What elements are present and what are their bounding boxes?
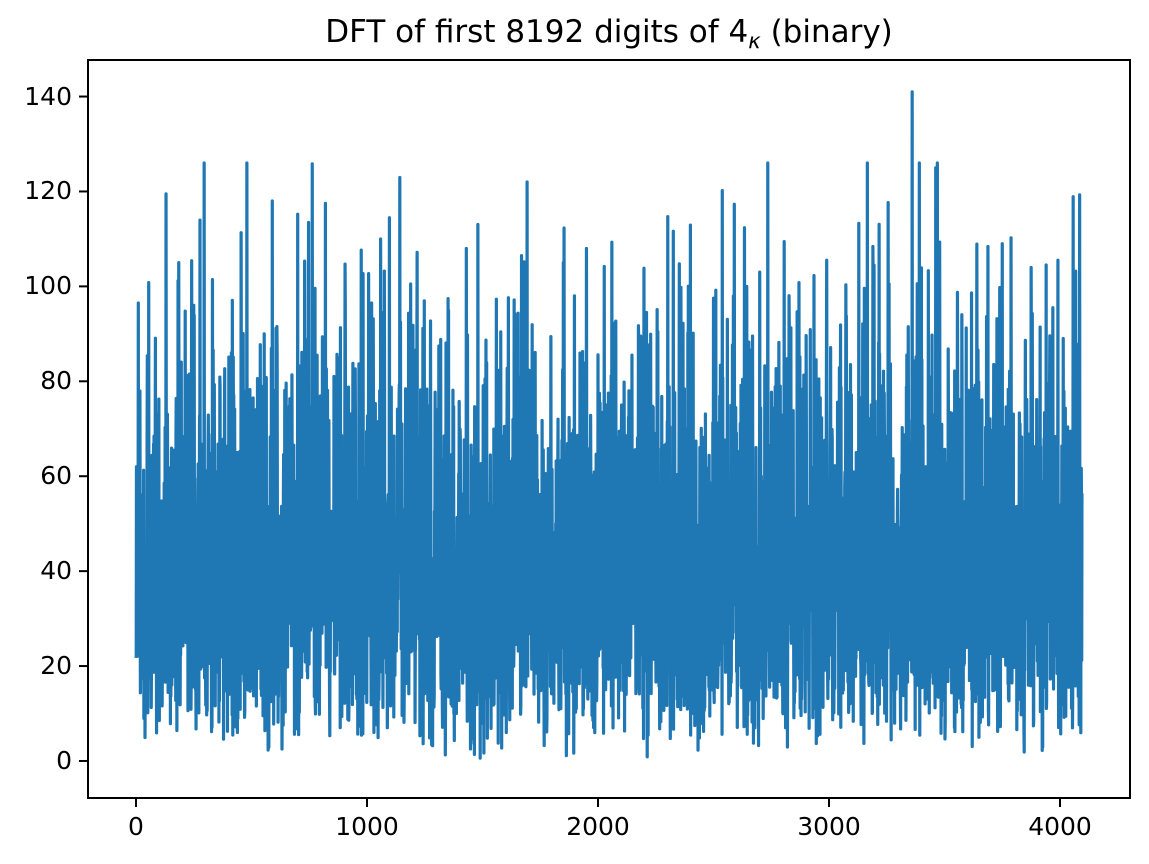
x-tick-label: 4000 bbox=[1028, 812, 1092, 841]
y-tick-label: 120 bbox=[24, 176, 72, 206]
chart-title-suffix: (binary) bbox=[760, 14, 893, 50]
x-tick-label: 2000 bbox=[566, 812, 630, 841]
chart-title-subscript-kappa: κ bbox=[748, 27, 761, 53]
axes-frame bbox=[87, 59, 1131, 799]
x-tick-label: 3000 bbox=[797, 812, 861, 841]
chart-title-prefix: DFT of first 8192 digits of 4 bbox=[325, 14, 749, 50]
y-tick-label: 40 bbox=[40, 556, 72, 586]
y-tick-label: 20 bbox=[40, 651, 72, 681]
x-tick-label: 0 bbox=[128, 812, 144, 841]
y-tick-label: 0 bbox=[56, 745, 72, 775]
chart-title: DFT of first 8192 digits of 4κ (binary) bbox=[325, 13, 893, 60]
y-tick-label: 80 bbox=[40, 366, 72, 396]
x-tick-label: 1000 bbox=[335, 812, 399, 841]
y-tick-label: 100 bbox=[24, 271, 72, 301]
y-tick-label: 60 bbox=[40, 461, 72, 491]
dft-magnitude-line bbox=[134, 90, 1084, 760]
y-tick-label: 140 bbox=[24, 81, 72, 111]
